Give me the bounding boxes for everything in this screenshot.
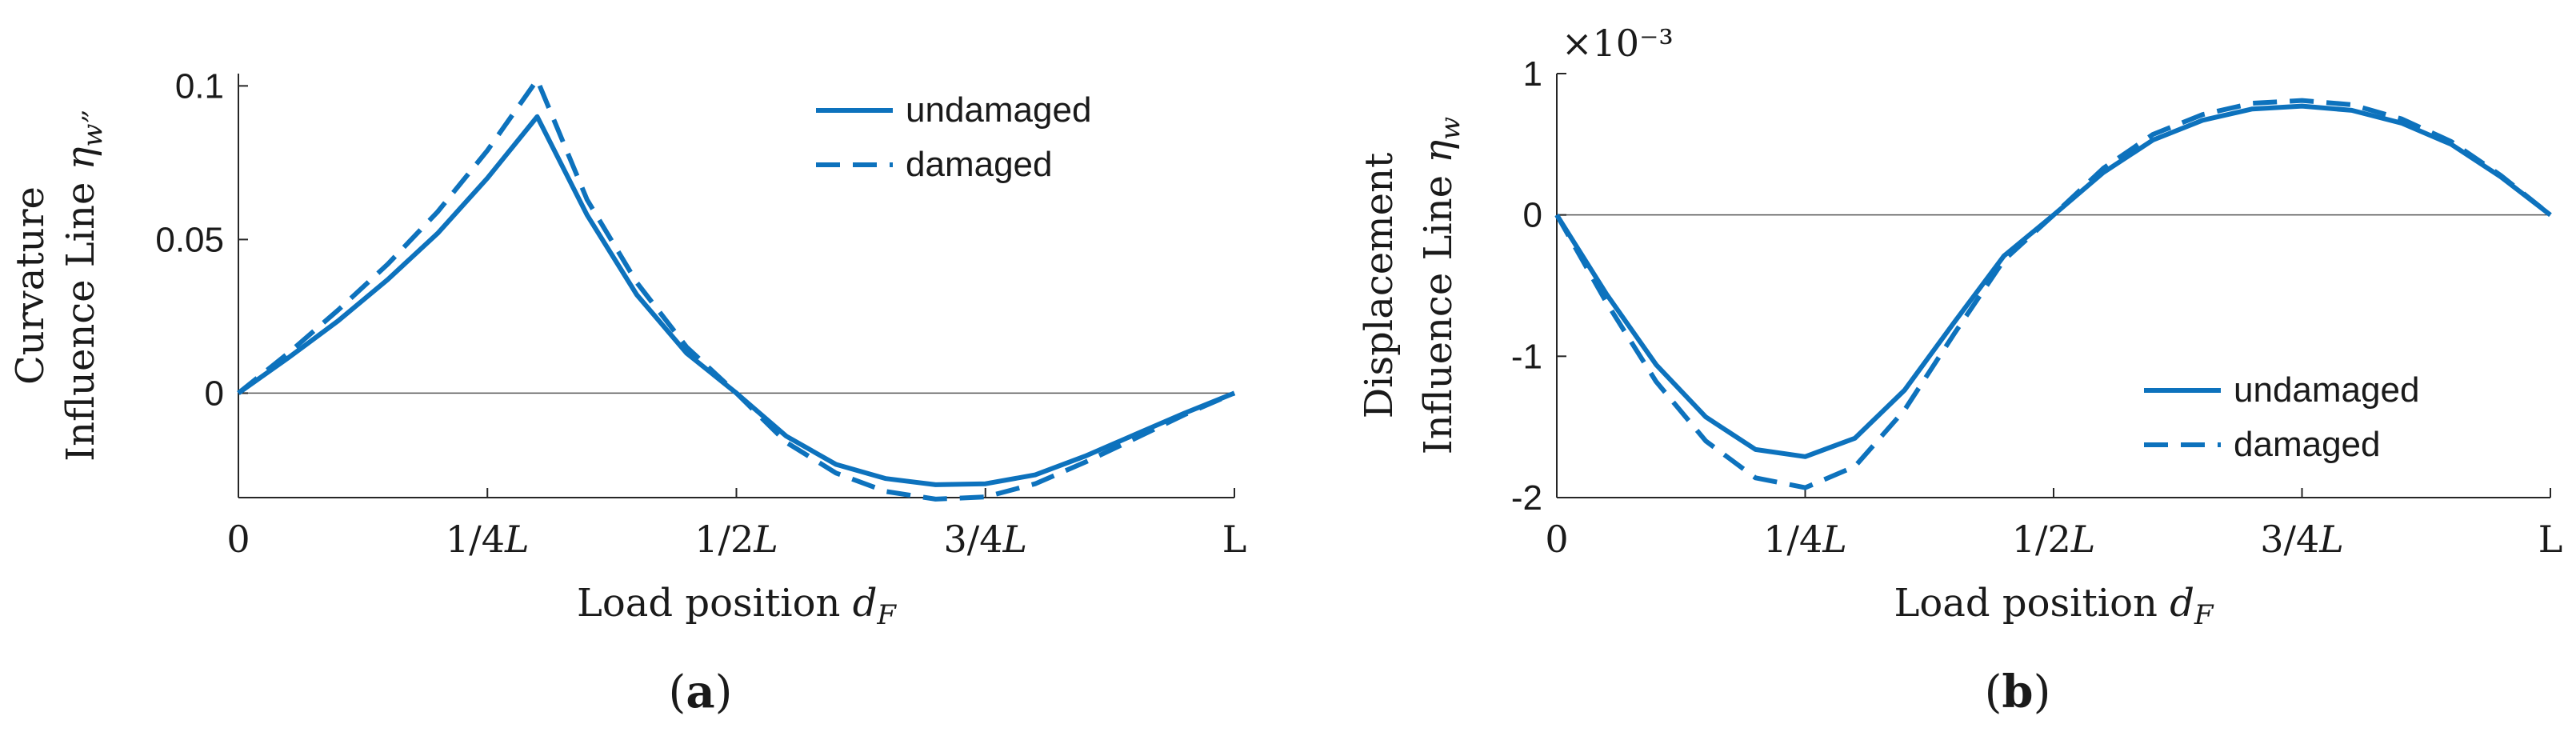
- y-axis-label-line1: Displacement: [1357, 153, 1402, 419]
- x-tick-label: 1/2L: [694, 518, 778, 561]
- x-tick-label: 0: [226, 518, 250, 561]
- legend-label-undamaged: undamaged: [906, 90, 1091, 130]
- y-tick-label: -2: [1511, 478, 1542, 518]
- series-line-undamaged: [1554, 103, 2552, 459]
- x-tick-label: 3/4L: [943, 518, 1027, 561]
- x-tick-label: 1/4L: [1763, 518, 1847, 561]
- legend-label-damaged: damaged: [906, 145, 1052, 184]
- x-axis-label: Load position dF: [1894, 581, 2214, 631]
- x-tick-label: L: [2538, 518, 2563, 561]
- y-tick-label: 0: [205, 374, 224, 413]
- y-tick-label: 1: [1523, 54, 1542, 94]
- y-tick-label: 0.1: [175, 66, 224, 106]
- panel-label: (b): [1985, 666, 2051, 718]
- y-exponent-label: ×10⁻³: [1562, 22, 1674, 65]
- x-tick-label: 1/2L: [2012, 518, 2096, 561]
- series-line-undamaged: [237, 114, 1236, 487]
- y-tick-label: -1: [1511, 337, 1542, 376]
- y-axis-label-line1: Curvature: [8, 186, 53, 385]
- x-tick-label: 0: [1545, 518, 1568, 561]
- legend-label-damaged: damaged: [2234, 425, 2380, 464]
- chart-panel-a: 0 1/4L 1/2L 3/4L L 0 0.05 0.1 undamaged damaged Lo…: [8, 66, 1246, 718]
- x-tick-label: 3/4L: [2260, 518, 2344, 561]
- x-tick-label: 1/4L: [446, 518, 530, 561]
- series-line-damaged: [1554, 98, 2552, 490]
- y-tick-label: 0.05: [155, 220, 224, 259]
- legend-label-undamaged: undamaged: [2234, 370, 2419, 410]
- series-line-damaged: [237, 77, 1236, 502]
- panel-label: (a): [668, 666, 732, 718]
- y-axis-label-line2: Influence Line ηw: [1416, 117, 1466, 454]
- y-tick-label: 0: [1523, 196, 1542, 235]
- chart-panel-b: 0 1/4L 1/2L 3/4L L -2 -1 0 1 ×10⁻³ undamaged damage…: [1357, 22, 2562, 718]
- y-axis-label-line2: Influence Line ηw”: [58, 110, 109, 462]
- x-tick-label: L: [1222, 518, 1247, 561]
- x-axis-label: Load position dF: [577, 581, 897, 631]
